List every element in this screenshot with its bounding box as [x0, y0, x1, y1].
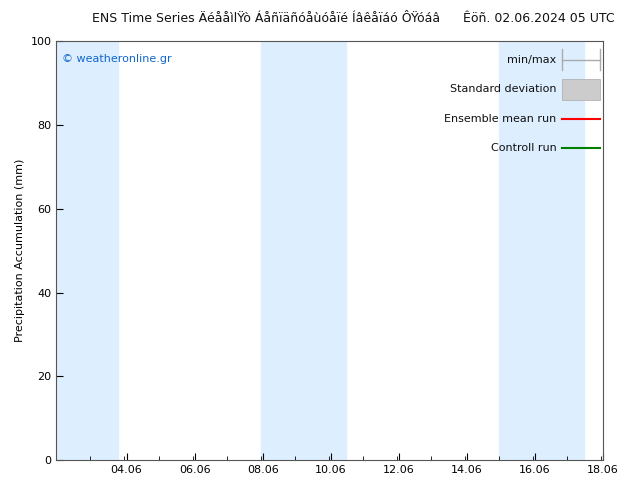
Bar — [56, 41, 118, 460]
Text: Standard deviation: Standard deviation — [450, 84, 557, 94]
Bar — [499, 41, 584, 460]
Text: ENS Time Series ÄéååìlŸò Áåñïäñóåùóåïé Íâêåïáó ÔŸóáâ: ENS Time Series ÄéååìlŸò Áåñïäñóåùóåïé Í… — [92, 12, 441, 25]
Bar — [261, 41, 346, 460]
Text: © weatheronline.gr: © weatheronline.gr — [62, 53, 172, 64]
FancyBboxPatch shape — [562, 79, 600, 100]
Y-axis label: Precipitation Accumulation (mm): Precipitation Accumulation (mm) — [15, 159, 25, 343]
Text: Ensemble mean run: Ensemble mean run — [444, 114, 557, 123]
Text: Êöñ. 02.06.2024 05 UTC: Êöñ. 02.06.2024 05 UTC — [463, 12, 615, 25]
Text: min/max: min/max — [507, 55, 557, 65]
Text: Controll run: Controll run — [491, 143, 557, 153]
